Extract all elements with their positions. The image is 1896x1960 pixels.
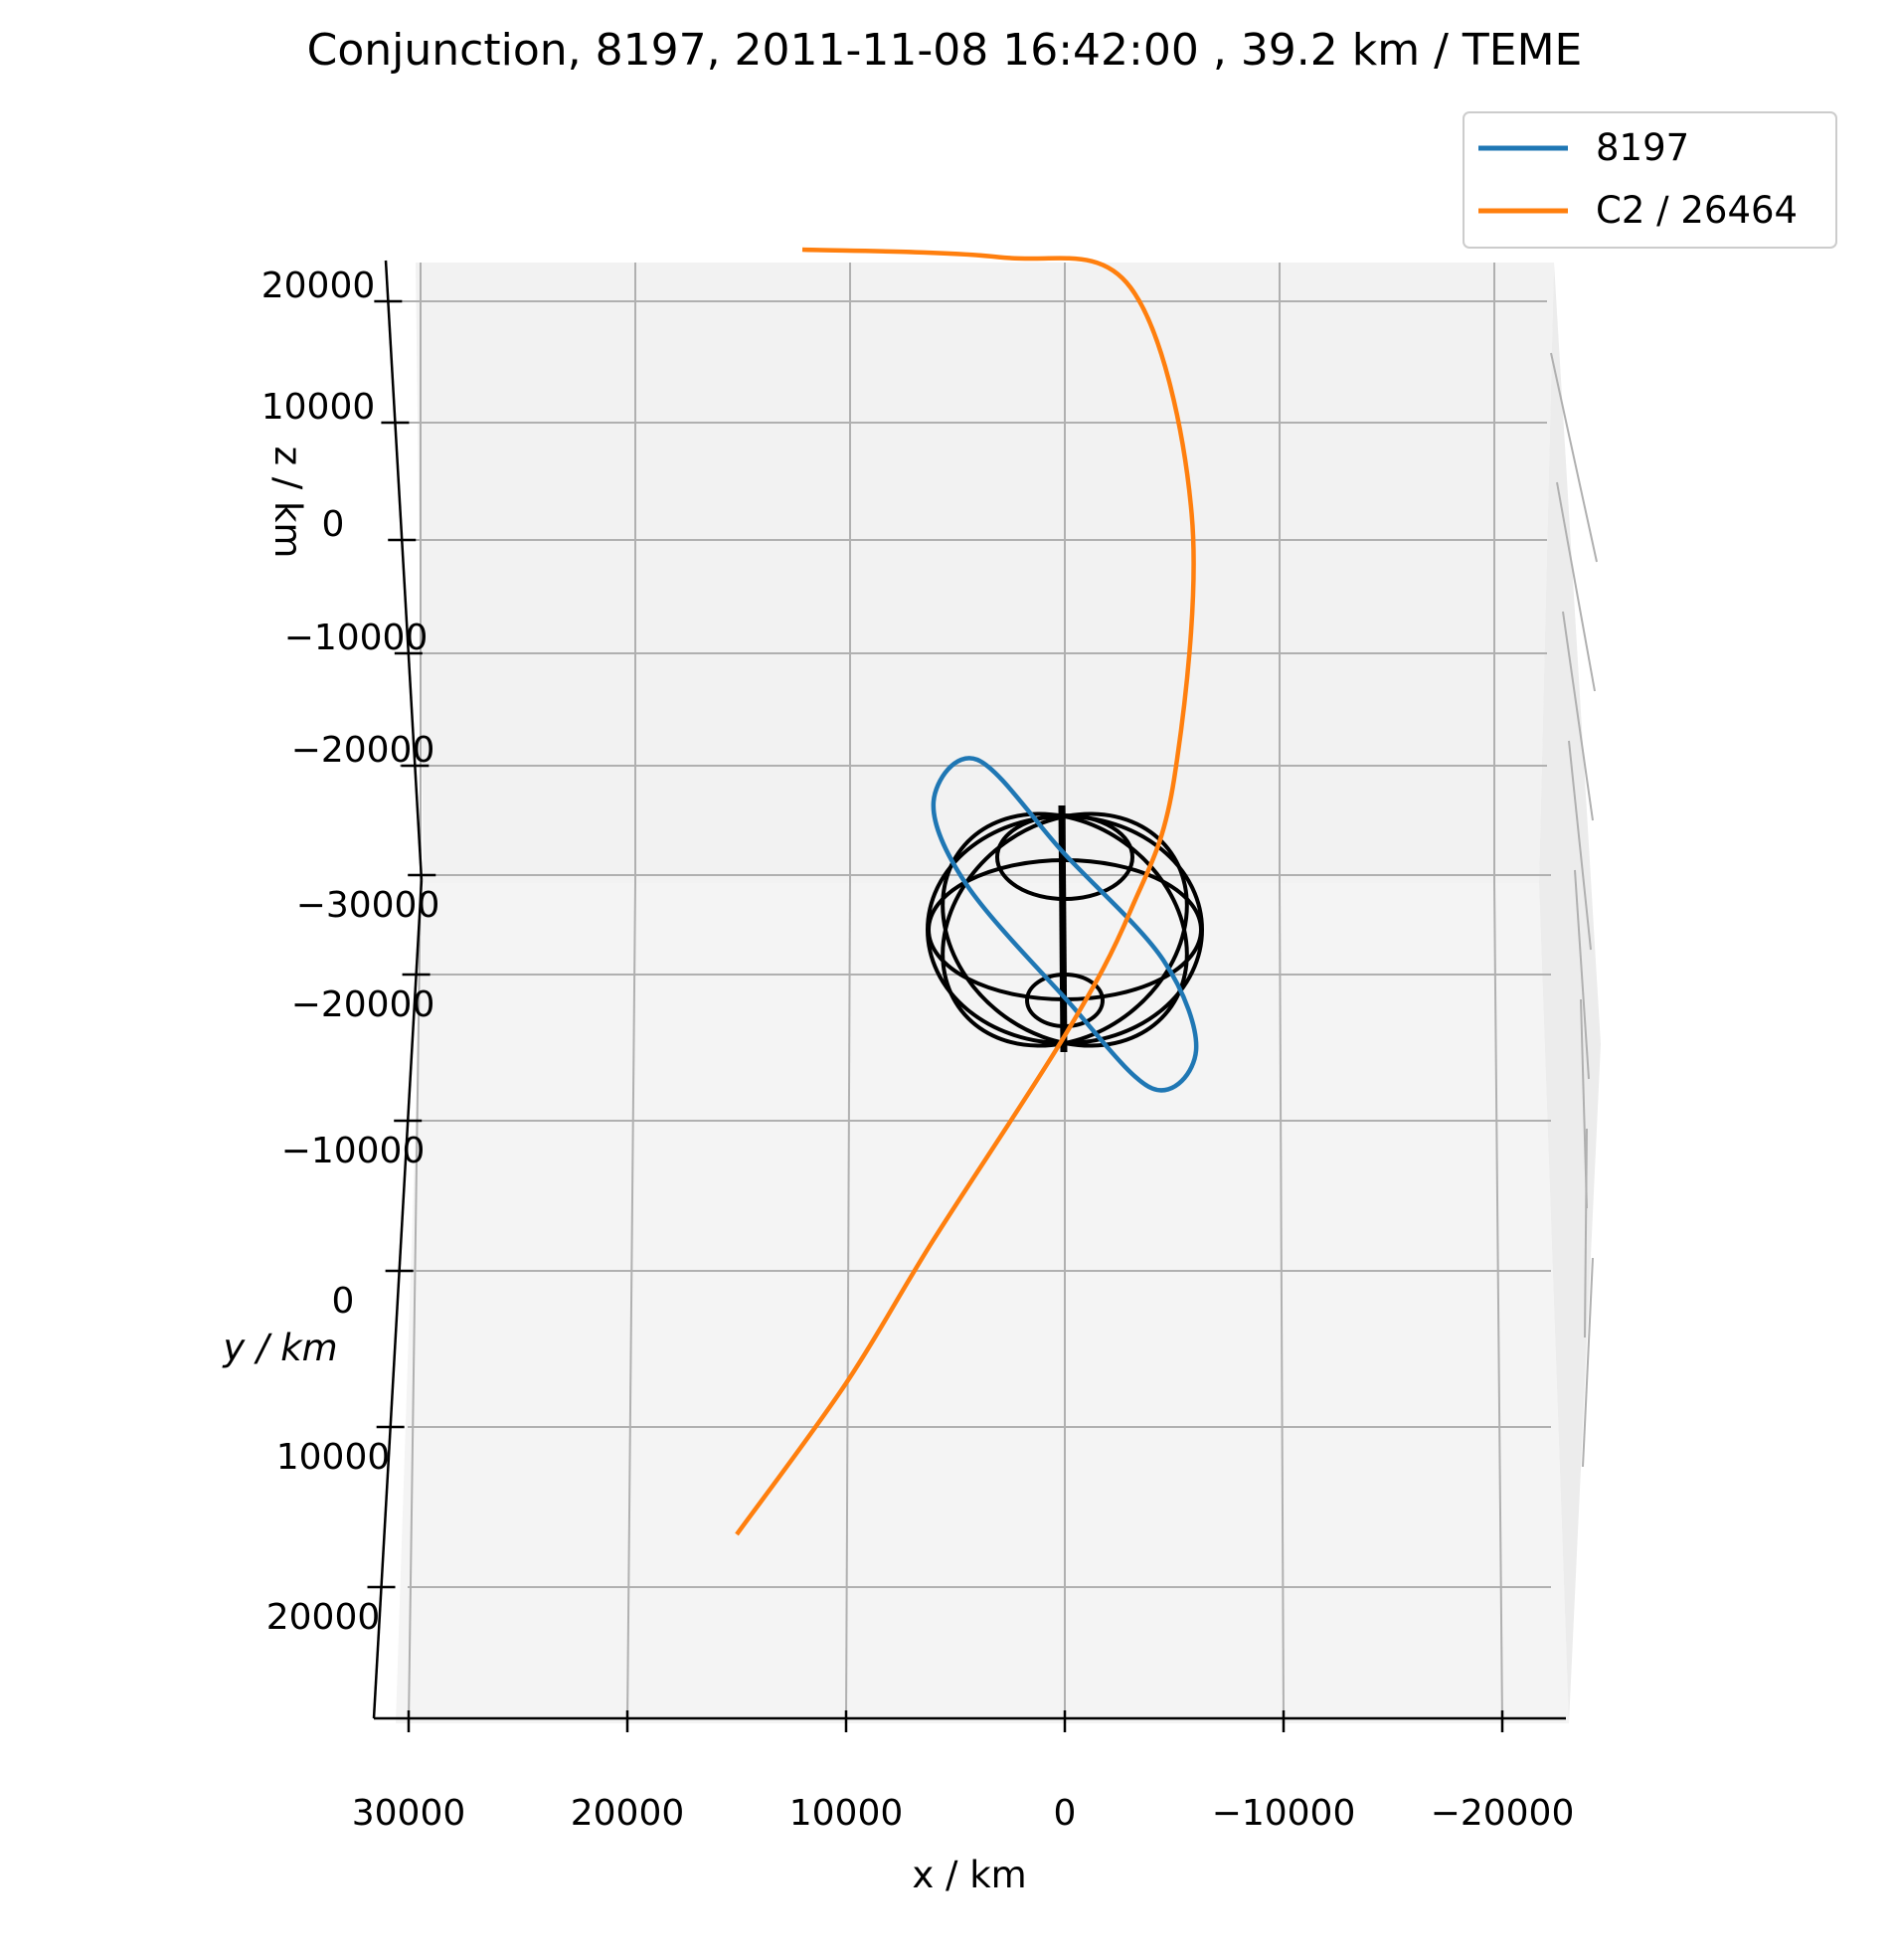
y-tick-label: 0 <box>332 1281 355 1322</box>
x-tick-label: 30000 <box>352 1793 466 1834</box>
grid-lines <box>400 263 1598 1724</box>
grid-line-side <box>1568 740 1592 951</box>
z-tick-label: 20000 <box>261 266 376 306</box>
y-tick-label: 10000 <box>276 1437 391 1478</box>
grid-line-side <box>1582 1257 1594 1468</box>
x-tick-label: 10000 <box>789 1793 904 1834</box>
pane-back <box>416 263 1554 883</box>
y-tick-label: −30000 <box>296 885 440 926</box>
earth-wireframe <box>926 804 1204 1053</box>
earth-axis <box>1058 804 1068 1053</box>
y-tick-label: 20000 <box>266 1597 381 1638</box>
legend-label-c2-26464: C2 / 26464 <box>1596 189 1798 232</box>
x-tick-label: 0 <box>1054 1793 1077 1834</box>
z-axis-label: z / km <box>266 446 309 559</box>
series-8197 <box>931 756 1199 1093</box>
y-tick-label: −20000 <box>291 984 435 1025</box>
grid-line-side <box>1556 481 1596 692</box>
z-tick-label: −20000 <box>291 730 435 771</box>
series-c2-26464 <box>735 247 1196 1536</box>
grid-line-side <box>1562 611 1594 821</box>
x-tick-label: −20000 <box>1431 1793 1575 1834</box>
tick-group: 30000 20000 10000 0 −10000 −20000 20000 10000 0 −… <box>261 266 1575 1834</box>
pane-floor <box>396 883 1569 1723</box>
y-axis-line <box>372 879 424 1719</box>
grid-line-vertical-floor <box>1493 882 1503 1724</box>
grid-line-vertical-floor <box>408 882 422 1724</box>
earth-meridian-b <box>941 811 1189 1048</box>
axes-panes <box>396 263 1601 1723</box>
y-tick-label: −10000 <box>281 1131 426 1171</box>
pane-side <box>1539 263 1601 1723</box>
x-tick-label: 20000 <box>571 1793 685 1834</box>
earth-meridian-a <box>941 811 1189 1048</box>
legend: 8197 C2 / 26464 <box>1463 111 1837 249</box>
grid-line-vertical-floor <box>845 882 851 1724</box>
series-c2-26464-line <box>735 247 1196 1536</box>
legend-label-8197: 8197 <box>1596 126 1689 169</box>
grid-line-vertical-floor <box>626 882 636 1724</box>
axis-lines <box>372 260 1566 1720</box>
z-tick-label: 0 <box>322 504 345 545</box>
series-8197-line <box>931 756 1199 1093</box>
z-axis-line <box>384 260 424 881</box>
chart-title: Conjunction, 8197, 2011-11-08 16:42:00 ,… <box>307 25 1583 76</box>
grid-line-side <box>1550 352 1598 563</box>
x-tick-label: −10000 <box>1212 1793 1356 1834</box>
grid-line-side <box>1584 1128 1588 1338</box>
z-tick-label: 10000 <box>261 387 376 428</box>
y-axis-label: y / km <box>222 1327 337 1369</box>
grid-line-side <box>1574 869 1590 1080</box>
grid-line-vertical-floor <box>1279 882 1285 1724</box>
z-tick-label: −10000 <box>284 618 429 658</box>
x-axis-label: x / km <box>912 1854 1026 1896</box>
